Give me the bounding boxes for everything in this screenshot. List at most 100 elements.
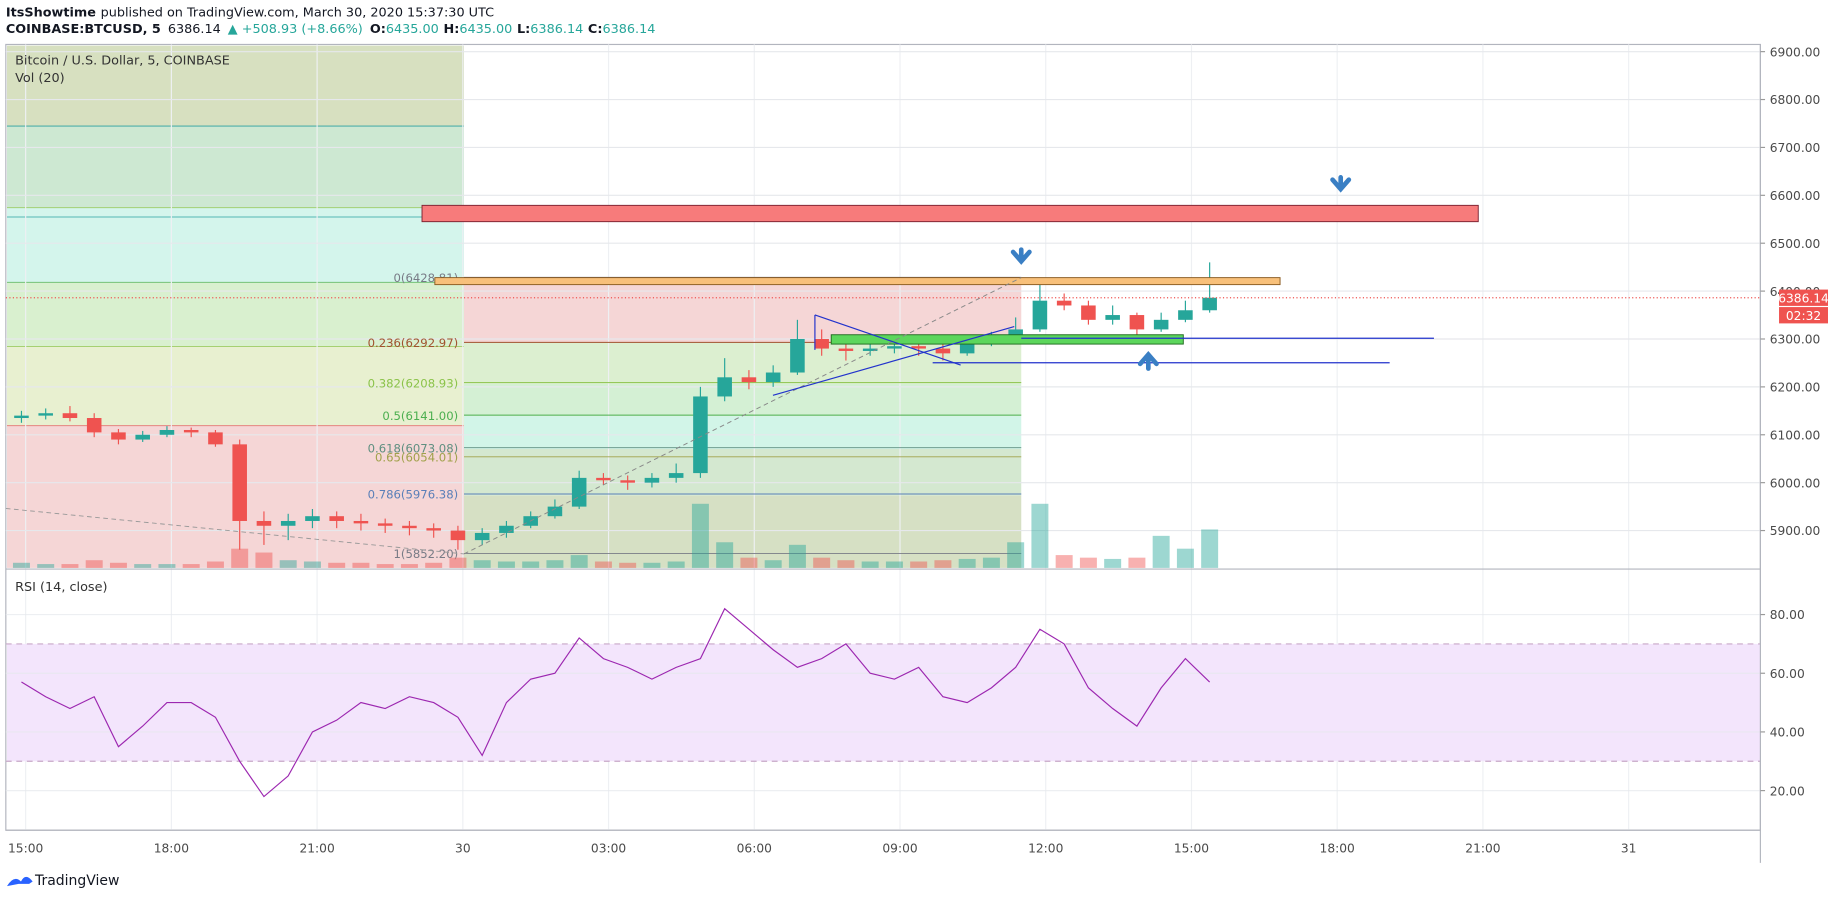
volume-bar <box>425 562 443 568</box>
zone <box>6 45 464 127</box>
volume-bar <box>740 557 758 568</box>
volume-bar <box>885 561 903 568</box>
candle-body <box>402 525 417 529</box>
volume-bar <box>109 562 127 568</box>
trendline <box>772 326 1015 396</box>
zone <box>6 126 464 208</box>
candle-body <box>450 530 466 541</box>
y-tick-label: 6800.00 <box>1770 93 1821 107</box>
header-line-2: COINBASE:BTCUSD, 5 6386.14 ▲ +508.93 (+8.6… <box>6 22 656 37</box>
candle-body <box>353 520 369 524</box>
volume-bar <box>1079 557 1097 568</box>
candle-body <box>377 523 393 526</box>
candle-body <box>1129 315 1145 330</box>
price: 6386.14 <box>168 22 221 37</box>
countdown-label: 02:32 <box>1786 309 1821 323</box>
zone <box>6 207 464 283</box>
candle-body <box>1178 310 1193 320</box>
published: published on TradingView.com, March 30, … <box>101 5 495 20</box>
zone <box>6 346 464 426</box>
y-tick-label: 6700.00 <box>1770 141 1821 155</box>
fib-label: 0.786(5976.38) <box>368 488 459 502</box>
volume-bar <box>206 561 224 568</box>
volume-bar <box>837 560 855 568</box>
volume-bar <box>594 561 612 568</box>
ohlc-label: L: <box>517 22 530 37</box>
candle-body <box>596 477 611 481</box>
fib-trend <box>463 277 1022 555</box>
volume-bar <box>1055 555 1073 568</box>
x-tick-label: 21:00 <box>299 841 334 855</box>
arrow-down <box>1010 247 1032 265</box>
candle-body <box>1008 329 1023 339</box>
volume-bar <box>1201 529 1219 568</box>
volume-bar <box>12 562 30 568</box>
volume-bar <box>1128 557 1146 568</box>
candle-body <box>547 506 563 517</box>
candle-body <box>693 396 708 474</box>
rsi-title: RSI (14, close) <box>15 580 107 595</box>
candle-body <box>1202 297 1217 311</box>
volume-bar <box>61 564 79 568</box>
candle-body <box>474 532 490 541</box>
ohlc-label: C: <box>588 22 603 37</box>
fib-zone <box>463 383 1022 417</box>
x-tick-label: 18:00 <box>1320 841 1355 855</box>
volume-bar <box>376 564 394 568</box>
ohlc-label: O: <box>370 22 386 37</box>
y-tick-label: 40.00 <box>1770 726 1805 740</box>
rsi-line <box>21 607 1211 798</box>
candle-body <box>717 377 732 397</box>
candle-body <box>38 413 53 416</box>
volume-bar <box>570 555 588 568</box>
ohlc-label: H: <box>443 22 459 37</box>
volume-bar <box>37 564 55 568</box>
candle-body <box>1056 300 1072 306</box>
countdown-tag <box>1779 307 1828 324</box>
volume-title: Vol (20) <box>15 71 65 86</box>
candle-body <box>644 477 660 483</box>
volume-bar <box>1007 542 1025 568</box>
candle-body <box>1081 305 1096 320</box>
candle-body <box>1032 300 1048 330</box>
volume-bar <box>643 562 661 568</box>
fib-zone <box>463 449 1022 496</box>
candle-body <box>208 432 223 445</box>
candle-body <box>232 444 247 521</box>
drawings <box>5 44 1761 863</box>
volume-bar <box>934 560 952 568</box>
y-tick-label: 6100.00 <box>1770 428 1821 442</box>
volume-bar <box>910 561 928 568</box>
candle-body <box>862 348 878 351</box>
y-tick-label: 6900.00 <box>1770 45 1821 59</box>
volume-bar <box>1152 535 1170 568</box>
level-box <box>434 277 1281 286</box>
header-line-1: ItsShowtime published on TradingView.com,… <box>6 5 494 20</box>
x-tick-label: 03:00 <box>591 841 626 855</box>
y-tick-label: 6000.00 <box>1770 476 1821 490</box>
fib-label: 0.5(6141.00) <box>382 409 458 423</box>
candle-body <box>135 434 150 440</box>
volume-bar <box>473 560 491 568</box>
volume-bar <box>813 557 831 568</box>
pane-title: Bitcoin / U.S. Dollar, 5, COINBASE <box>15 53 230 68</box>
fib-label: 0.65(6054.01) <box>375 450 458 464</box>
candle-body <box>280 520 296 526</box>
candle-body <box>329 516 344 521</box>
symbol: COINBASE:BTCUSD, 5 <box>6 22 161 37</box>
volume-bar <box>546 560 564 568</box>
ohlc-value: 6386.14 <box>530 22 583 37</box>
volume-bar <box>861 561 879 568</box>
candle-body <box>159 429 175 435</box>
x-tick-label: 21:00 <box>1465 841 1500 855</box>
x-tick-label: 12:00 <box>1028 841 1063 855</box>
volume-bar <box>328 562 346 568</box>
support-box <box>830 334 1184 345</box>
candle-body <box>911 346 926 349</box>
volume-bar <box>1176 548 1194 568</box>
x-tick-label: 09:00 <box>882 841 917 855</box>
volume-bar <box>497 561 515 568</box>
volume-bar <box>1104 558 1122 568</box>
zone <box>6 282 464 347</box>
volume-bar <box>231 548 249 568</box>
